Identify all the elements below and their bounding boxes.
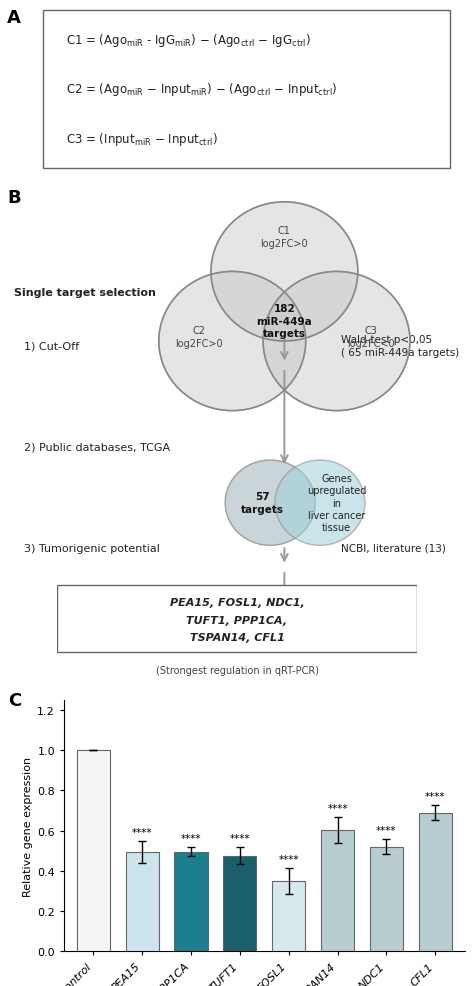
Bar [126,852,159,951]
Text: C: C [9,691,22,709]
Text: ****: **** [327,803,348,812]
Text: Genes
upregulated
in
liver cancer
tissue: Genes upregulated in liver cancer tissue [307,473,366,533]
Text: ****: **** [132,827,153,837]
Text: Single target selection: Single target selection [14,287,156,298]
Bar [77,750,110,951]
Y-axis label: Relative gene expression: Relative gene expression [23,756,33,895]
Text: (Strongest regulation in qRT-PCR): (Strongest regulation in qRT-PCR) [155,666,319,675]
Circle shape [263,272,410,411]
Text: B: B [7,189,21,207]
Text: ****: **** [425,791,446,801]
Circle shape [225,460,315,546]
Bar [370,847,403,951]
Text: ****: **** [181,833,201,843]
Text: 2) Public databases, TCGA: 2) Public databases, TCGA [24,442,170,453]
Bar [174,852,208,951]
Circle shape [211,202,358,342]
Text: C1
log2FC>0: C1 log2FC>0 [261,226,308,248]
Text: 182
miR-449a
targets: 182 miR-449a targets [256,304,312,339]
Text: C3 = (Input$_{\mathregular{miR}}$ $-$ Input$_{\mathregular{ctrl}}$): C3 = (Input$_{\mathregular{miR}}$ $-$ In… [66,130,218,147]
Text: TSPAN14, CFL1: TSPAN14, CFL1 [190,632,284,642]
Text: Wald-test p<0,05
( 65 miR-449a targets): Wald-test p<0,05 ( 65 miR-449a targets) [341,334,459,358]
Bar [223,856,256,951]
Text: PEA15, FOSL1, NDC1,: PEA15, FOSL1, NDC1, [170,598,304,607]
Circle shape [275,460,365,546]
Text: 57
targets: 57 targets [241,492,283,515]
Bar [272,881,305,951]
Text: NCBI, literature (13): NCBI, literature (13) [341,543,446,553]
Text: C1 = (Ago$_{\mathregular{miR}}$ - IgG$_{\mathregular{miR}}$) $-$ (Ago$_{\mathreg: C1 = (Ago$_{\mathregular{miR}}$ - IgG$_{… [66,33,311,49]
Bar [419,812,452,951]
Text: C3
log2FC<0: C3 log2FC<0 [347,326,394,348]
Text: ****: **** [229,833,250,843]
Text: 3) Tumorigenic potential: 3) Tumorigenic potential [24,543,160,553]
Text: 7 validated targets: 7 validated targets [225,620,344,631]
FancyBboxPatch shape [43,11,450,169]
Text: ****: **** [376,825,397,835]
FancyBboxPatch shape [57,586,417,652]
Text: C2 = (Ago$_{\mathregular{miR}}$ $-$ Input$_{\mathregular{miR}}$) $-$ (Ago$_{\mat: C2 = (Ago$_{\mathregular{miR}}$ $-$ Inpu… [66,81,337,99]
Text: C2
log2FC>0: C2 log2FC>0 [175,326,223,348]
Text: A: A [7,9,21,27]
Text: ****: **** [278,854,299,864]
Bar [321,830,354,951]
Circle shape [159,272,306,411]
Text: 1) Cut-Off: 1) Cut-Off [24,341,79,351]
Text: TUFT1, PPP1CA,: TUFT1, PPP1CA, [186,615,288,625]
